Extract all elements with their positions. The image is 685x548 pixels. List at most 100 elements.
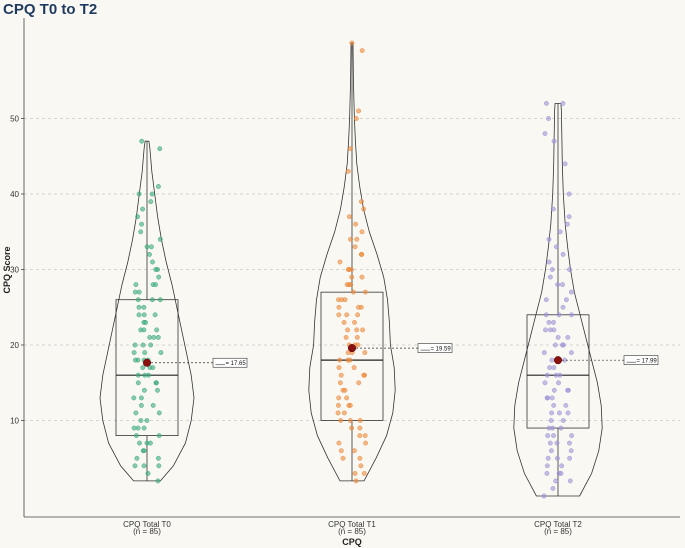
data-point xyxy=(156,433,162,439)
data-point xyxy=(560,251,566,257)
data-point xyxy=(543,100,549,106)
data-point xyxy=(354,327,360,333)
data-point xyxy=(138,402,144,408)
data-point xyxy=(345,327,351,333)
data-point xyxy=(141,304,147,310)
data-point xyxy=(133,282,139,288)
data-point xyxy=(336,440,342,446)
data-point xyxy=(555,282,561,288)
data-point xyxy=(147,251,152,257)
data-point xyxy=(546,236,552,242)
x-category-label: CPQ Total T2 xyxy=(534,520,582,529)
data-point xyxy=(141,387,147,393)
data-point xyxy=(567,267,572,272)
data-point xyxy=(357,425,363,431)
data-point xyxy=(542,380,548,386)
data-point xyxy=(135,214,141,220)
data-point xyxy=(565,410,571,416)
data-point xyxy=(133,433,139,439)
data-point xyxy=(152,312,158,318)
data-point xyxy=(551,138,557,144)
data-point xyxy=(362,289,368,295)
data-point xyxy=(565,387,571,393)
x-category-n-label: (n = 85) xyxy=(544,527,572,536)
y-tick-label: 10 xyxy=(10,417,19,426)
data-point xyxy=(543,312,549,318)
data-point xyxy=(557,372,563,378)
jitter-points xyxy=(131,40,575,499)
data-point xyxy=(144,418,150,423)
data-point xyxy=(141,319,147,325)
data-point xyxy=(349,274,355,280)
data-point xyxy=(567,478,573,484)
data-point xyxy=(344,395,350,401)
data-point xyxy=(353,116,359,121)
data-point xyxy=(131,395,137,401)
data-point xyxy=(348,146,353,152)
data-point xyxy=(549,410,555,416)
data-point xyxy=(569,312,574,318)
mean-label: = 17.99 xyxy=(637,358,658,364)
mean-label: = 19.59 xyxy=(431,346,452,352)
data-point xyxy=(560,418,566,423)
data-point xyxy=(360,327,366,333)
data-point xyxy=(346,214,352,220)
data-point xyxy=(153,380,159,386)
data-point xyxy=(138,395,144,401)
data-point xyxy=(558,425,564,431)
mean-point xyxy=(553,356,563,365)
data-point xyxy=(550,206,556,212)
data-point xyxy=(341,319,347,325)
data-point xyxy=(135,425,141,431)
data-point xyxy=(131,425,137,431)
x-category-label: CPQ Total T0 xyxy=(123,520,171,529)
data-point xyxy=(361,206,367,212)
data-point xyxy=(550,425,555,431)
data-point xyxy=(349,40,355,46)
data-point xyxy=(137,440,142,446)
data-point xyxy=(155,387,160,393)
data-point xyxy=(549,357,555,363)
data-point xyxy=(361,372,367,378)
data-point xyxy=(337,259,343,265)
data-point xyxy=(568,289,574,295)
data-point xyxy=(359,274,365,280)
data-point xyxy=(555,334,561,340)
y-axis-title: CPQ Score xyxy=(2,246,12,293)
data-point xyxy=(569,433,575,439)
data-point xyxy=(354,236,360,242)
x-category-label: CPQ Total T1 xyxy=(328,520,376,529)
data-point xyxy=(544,470,550,476)
data-point xyxy=(349,425,355,431)
data-point xyxy=(359,48,365,54)
data-point xyxy=(567,455,573,461)
data-point xyxy=(153,267,159,272)
data-point xyxy=(146,372,151,378)
data-point xyxy=(547,440,553,446)
data-point xyxy=(336,312,342,318)
data-point xyxy=(547,365,553,371)
data-point xyxy=(351,365,357,371)
data-point xyxy=(545,433,551,439)
data-point xyxy=(145,470,151,476)
data-point xyxy=(559,463,565,469)
data-point xyxy=(352,319,357,325)
data-point xyxy=(550,485,556,491)
data-point xyxy=(347,418,353,423)
data-point xyxy=(147,334,153,340)
data-point xyxy=(352,470,358,476)
box xyxy=(115,299,179,437)
data-point xyxy=(563,402,569,408)
violin xyxy=(99,140,195,482)
mean-markers: = 17.65 = 19.59 = 17.99 xyxy=(142,343,659,368)
data-point xyxy=(134,455,140,461)
data-point xyxy=(135,372,141,378)
data-point xyxy=(150,259,155,265)
data-point xyxy=(337,380,343,386)
mean-point xyxy=(142,358,152,367)
data-point xyxy=(554,440,560,446)
data-point xyxy=(548,418,554,423)
data-point xyxy=(354,334,360,340)
data-point xyxy=(559,342,565,348)
